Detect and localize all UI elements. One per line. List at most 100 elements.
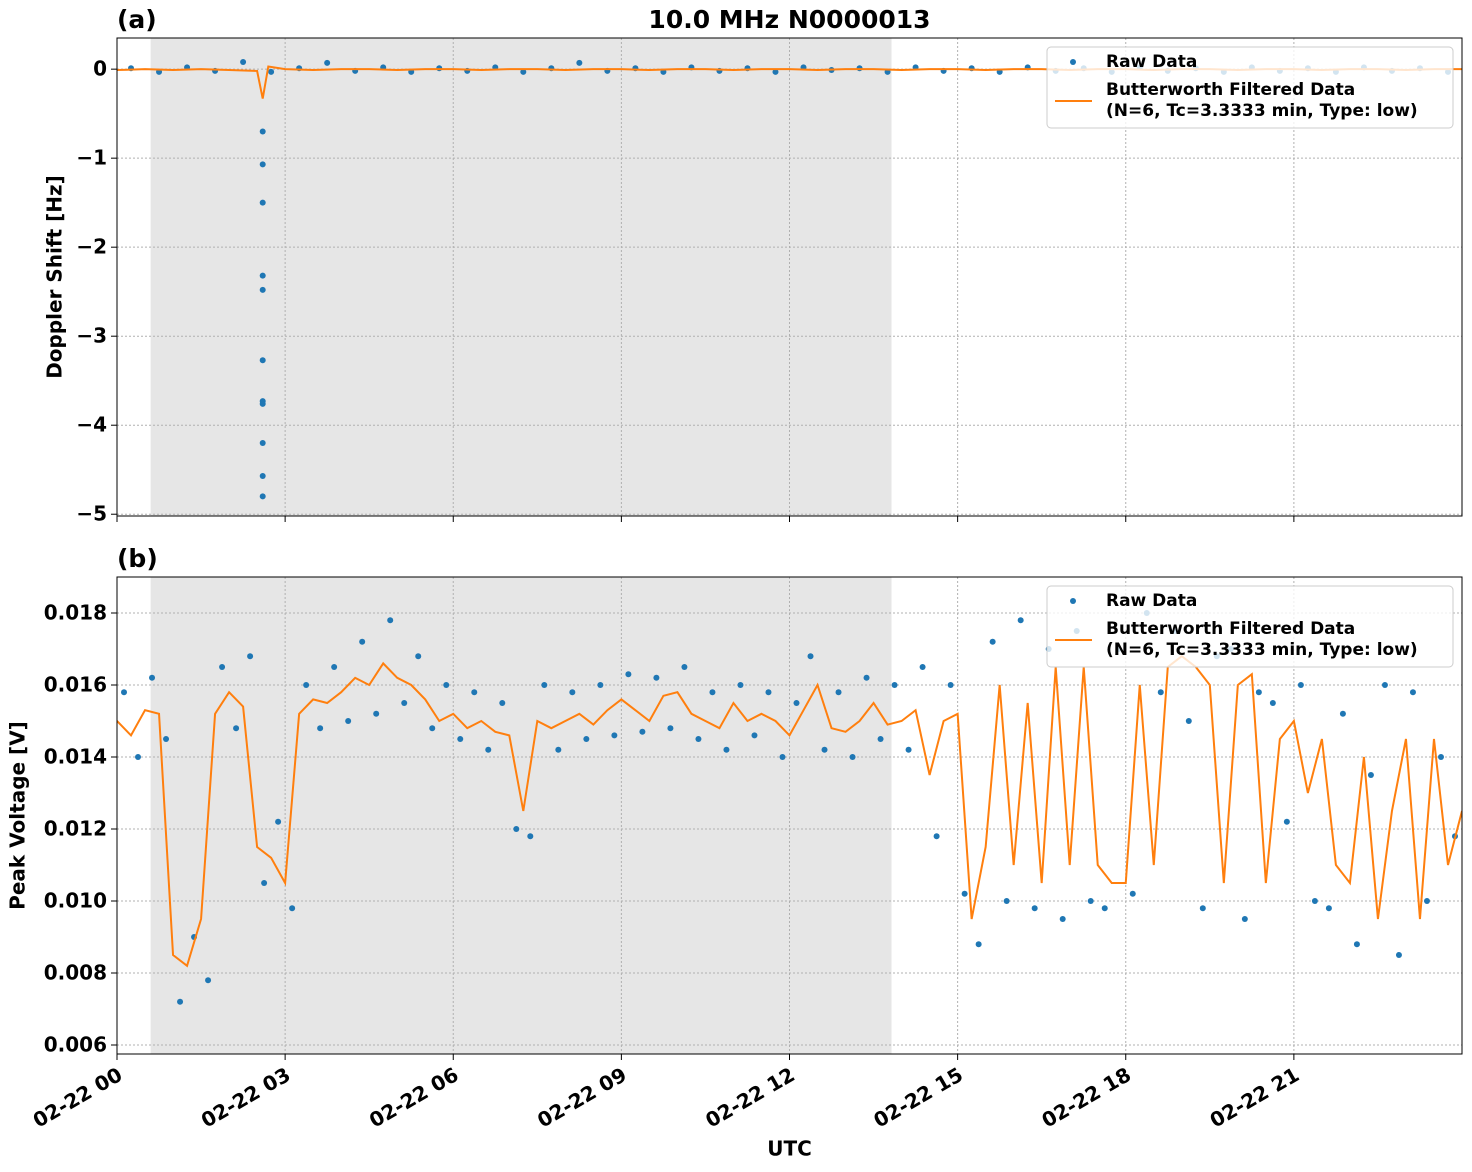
raw-point	[975, 941, 982, 948]
raw-point	[205, 977, 212, 984]
raw-point	[765, 689, 772, 696]
y-tick-label: −3	[76, 324, 107, 348]
raw-point	[121, 689, 128, 696]
raw-point	[1367, 772, 1374, 778]
raw-point	[709, 689, 716, 696]
night-shade	[150, 577, 892, 1054]
raw-point	[1255, 689, 1262, 696]
raw-point	[259, 161, 266, 168]
x-tick-label: 02-22 15	[869, 1062, 967, 1132]
axes-frame	[116, 37, 1463, 517]
raw-point	[387, 617, 394, 624]
x-tick-label: 02-22 00	[29, 1062, 127, 1132]
raw-point	[835, 689, 842, 696]
raw-point	[1129, 890, 1136, 897]
legend-label: Butterworth Filtered Data (N=6, Tc=3.3333…	[1106, 619, 1418, 660]
y-axis-label: Peak Voltage [V]	[6, 721, 30, 910]
raw-point	[597, 682, 604, 688]
raw-point	[261, 880, 268, 886]
raw-point	[1395, 952, 1402, 958]
raw-point	[429, 725, 436, 732]
raw-point	[1031, 905, 1038, 912]
raw-point	[877, 736, 884, 742]
raw-point	[259, 199, 266, 206]
raw-point	[1437, 754, 1444, 760]
raw-point	[639, 728, 646, 735]
raw-point	[317, 725, 324, 732]
legend-label: Butterworth Filtered Data (N=6, Tc=3.3333…	[1106, 80, 1418, 121]
raw-point	[331, 664, 338, 670]
raw-point	[821, 746, 828, 753]
raw-point	[919, 664, 926, 670]
raw-point	[1269, 700, 1276, 706]
raw-point	[723, 746, 730, 753]
raw-point	[324, 59, 331, 66]
raw-point	[259, 357, 266, 364]
raw-point	[259, 440, 266, 447]
y-tick-label: 0.016	[44, 673, 107, 697]
raw-point	[989, 638, 996, 645]
raw-point	[541, 682, 548, 688]
y-tick-label: 0	[93, 57, 107, 81]
raw-point	[1311, 898, 1318, 904]
filtered-line	[117, 654, 1462, 968]
raw-point	[961, 890, 968, 897]
raw-point	[905, 746, 912, 753]
legend-marker	[1070, 598, 1076, 604]
raw-point	[233, 725, 240, 732]
raw-point	[303, 682, 310, 688]
raw-point	[625, 671, 632, 678]
y-tick-label: −2	[76, 235, 107, 259]
raw-point	[268, 68, 275, 75]
legend-label: Raw Data	[1106, 52, 1197, 72]
y-tick-label: 0.010	[44, 889, 107, 913]
raw-point	[653, 674, 660, 681]
raw-point	[849, 754, 856, 760]
raw-point	[1353, 941, 1360, 948]
raw-point	[1325, 905, 1332, 912]
axes-frame	[116, 576, 1463, 1055]
y-tick-label: 0.008	[44, 961, 107, 985]
legend-box	[1046, 585, 1454, 668]
raw-point	[863, 674, 870, 681]
raw-point	[695, 736, 702, 742]
raw-point	[401, 700, 408, 706]
plot-area	[117, 38, 1462, 516]
raw-point	[219, 664, 226, 670]
raw-point	[1297, 682, 1304, 688]
raw-point	[443, 682, 450, 688]
raw-point	[520, 68, 527, 75]
raw-point	[779, 754, 786, 760]
raw-point	[1185, 718, 1192, 724]
raw-point	[681, 664, 688, 670]
raw-point	[259, 128, 266, 135]
panel-label: (a)	[117, 5, 157, 34]
raw-point	[247, 653, 254, 660]
raw-point	[259, 400, 266, 407]
raw-point	[583, 736, 590, 742]
x-tick-label: 02-22 18	[1037, 1062, 1135, 1132]
y-tick-label: −4	[76, 413, 107, 437]
raw-point	[471, 689, 478, 696]
raw-point	[569, 689, 576, 696]
y-axis-label: Doppler Shift [Hz]	[43, 175, 67, 379]
raw-point	[751, 732, 758, 739]
y-tick-label: 0.014	[44, 745, 107, 769]
plot-area	[117, 577, 1462, 1054]
raw-point	[513, 826, 520, 832]
raw-point	[1423, 898, 1430, 904]
raw-point	[259, 272, 266, 279]
raw-point	[1409, 689, 1416, 696]
raw-point	[527, 833, 534, 840]
raw-point	[611, 732, 618, 739]
raw-point	[807, 653, 814, 660]
raw-point	[737, 682, 744, 688]
raw-point	[259, 286, 266, 293]
x-tick-label: 02-22 09	[533, 1062, 631, 1132]
raw-point	[1157, 689, 1164, 696]
raw-point	[772, 68, 779, 75]
raw-point	[1241, 916, 1248, 922]
raw-point	[1017, 617, 1024, 624]
raw-point	[259, 493, 266, 500]
